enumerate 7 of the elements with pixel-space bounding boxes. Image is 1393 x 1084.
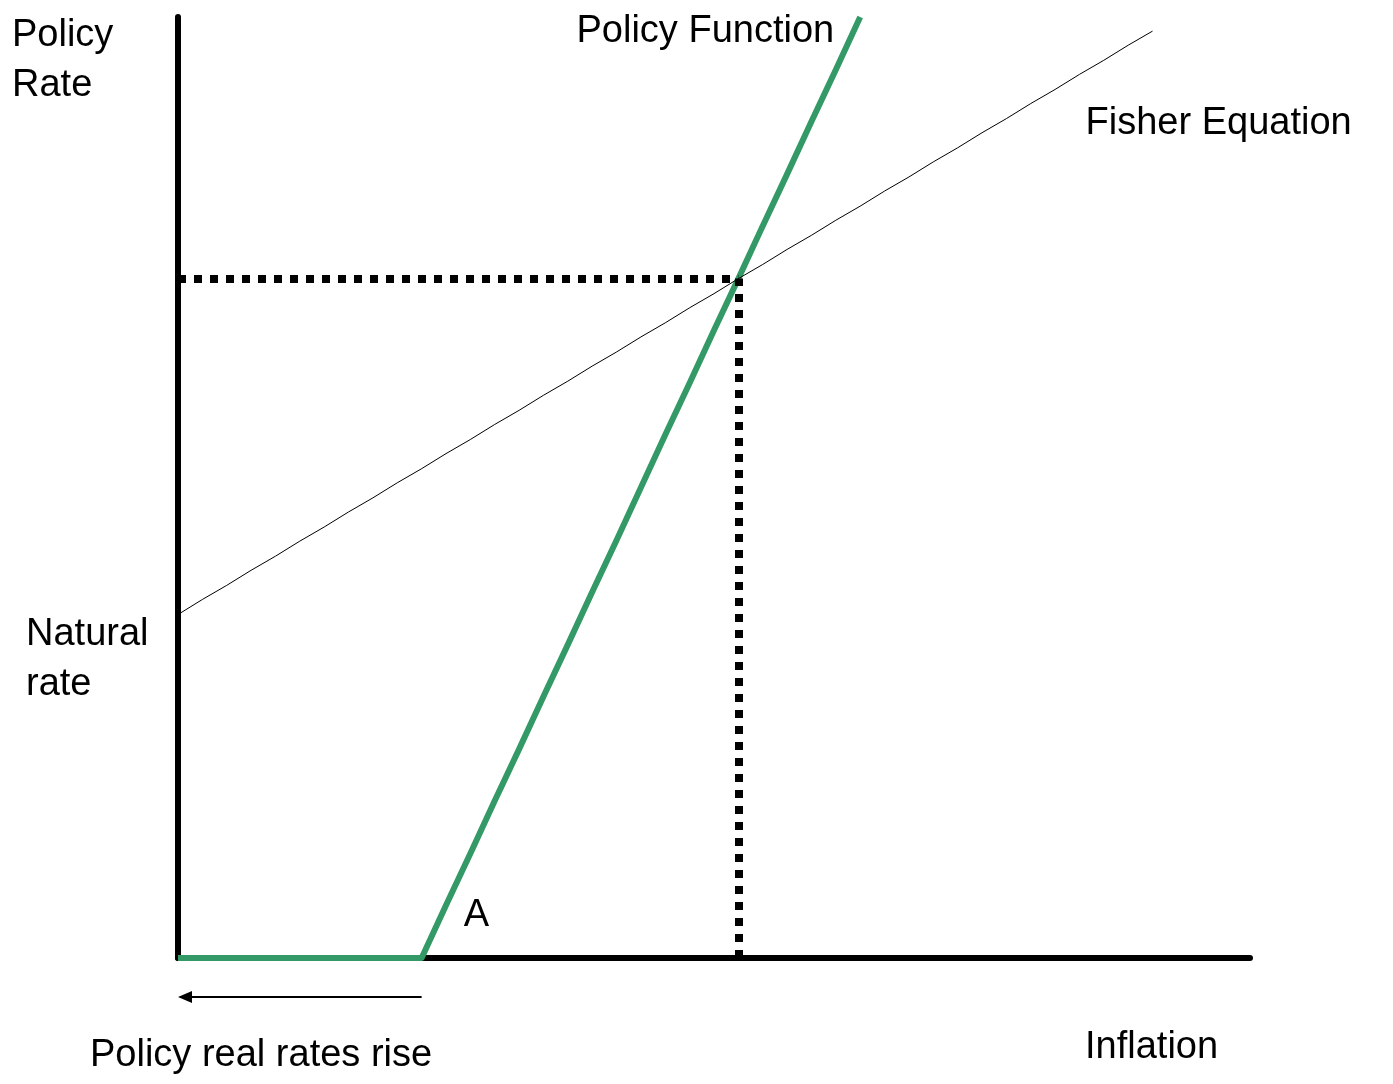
- text: Natural rate: [26, 610, 160, 703]
- text: Policy real rates rise: [90, 1032, 433, 1074]
- y-axis-title: Policy Rate: [12, 12, 124, 104]
- x-axis-title: Inflation: [1085, 1024, 1219, 1066]
- annotation: A: [463, 892, 490, 934]
- series-label: Policy Function: [576, 8, 835, 50]
- series-label: Fisher Equation: [1085, 100, 1352, 143]
